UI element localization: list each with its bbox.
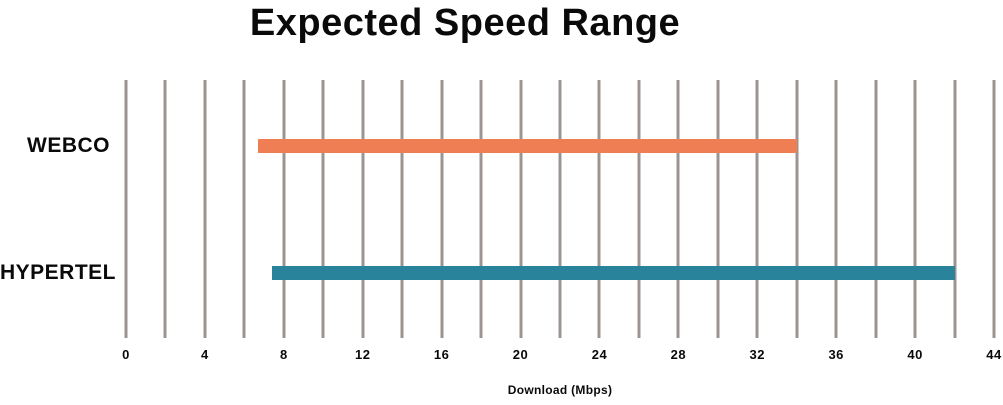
x-tick-label-8: 8 xyxy=(279,347,288,362)
gridline xyxy=(361,80,365,338)
gridline xyxy=(716,80,720,338)
x-tick-label-20: 20 xyxy=(512,347,529,362)
gridline xyxy=(400,80,404,338)
gridline xyxy=(519,80,523,338)
gridline xyxy=(597,80,601,338)
plot-area xyxy=(124,80,996,338)
x-tick-label-12: 12 xyxy=(354,347,371,362)
x-tick-label-40: 40 xyxy=(907,347,923,362)
gridline xyxy=(163,80,167,338)
gridline xyxy=(479,80,483,338)
x-axis-label: Download (Mbps) xyxy=(507,383,613,397)
gridline xyxy=(874,80,878,338)
gridline xyxy=(834,80,838,338)
x-tick-label-32: 32 xyxy=(749,347,765,362)
gridline xyxy=(440,80,444,338)
gridline xyxy=(795,80,799,338)
gridline xyxy=(637,80,641,338)
category-label-hypertel: HYPERTEL xyxy=(0,261,117,284)
x-tick-label-36: 36 xyxy=(828,347,844,362)
x-tick-label-24: 24 xyxy=(591,347,608,362)
x-tick-label-28: 28 xyxy=(670,347,687,362)
chart-title: Expected Speed Range xyxy=(249,2,681,44)
gridline xyxy=(676,80,680,338)
gridline xyxy=(321,80,325,338)
range-bar-webco xyxy=(258,139,797,153)
x-tick-label-16: 16 xyxy=(433,347,450,362)
x-tick-label-44: 44 xyxy=(986,347,1002,362)
gridline xyxy=(242,80,246,338)
gridline xyxy=(953,80,957,338)
gridline xyxy=(124,80,128,338)
gridline xyxy=(913,80,917,338)
x-tick-label-0: 0 xyxy=(122,347,130,362)
category-label-webco: WEBCO xyxy=(27,134,110,157)
gridline xyxy=(558,80,562,338)
range-bar-hypertel xyxy=(271,266,955,280)
gridline xyxy=(282,80,286,338)
gridline xyxy=(755,80,759,338)
gridline xyxy=(203,80,207,338)
x-tick-label-4: 4 xyxy=(201,347,209,362)
gridline xyxy=(992,80,996,338)
